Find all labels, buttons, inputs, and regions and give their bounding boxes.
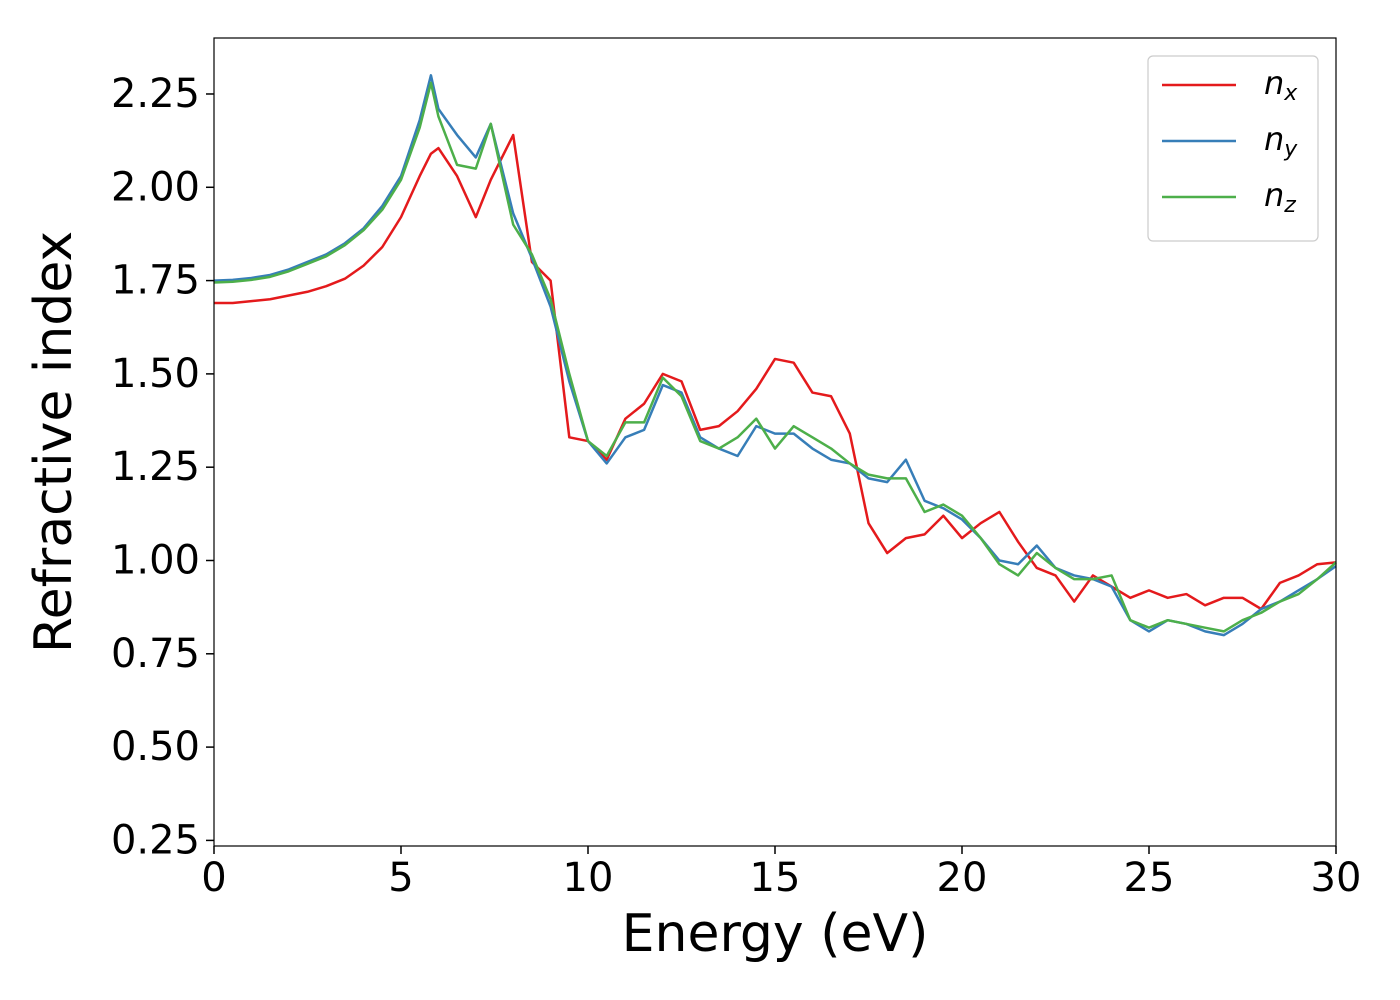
y-tick-label: 1.75 (111, 258, 200, 304)
y-tick-label: 1.25 (111, 444, 200, 490)
legend-label: nx (1264, 64, 1298, 106)
x-tick-label: 15 (750, 855, 801, 901)
legend-subscript: y (1283, 137, 1298, 162)
legend-name: n (1264, 176, 1284, 214)
y-tick-label: 1.00 (111, 537, 200, 583)
y-tick-label: 0.25 (111, 817, 200, 863)
y-tick-label: 2.00 (111, 164, 200, 210)
x-tick-label: 10 (563, 855, 614, 901)
x-tick-label: 0 (201, 855, 226, 901)
y-tick-label: 0.75 (111, 631, 200, 677)
data-line (213, 74, 1337, 637)
y-tick-label: 0.50 (111, 724, 200, 770)
y-tick-label: 2.25 (111, 71, 200, 117)
legend-subscript: z (1283, 193, 1296, 218)
x-tick-label: 20 (937, 855, 988, 901)
legend-label: nz (1264, 176, 1296, 218)
legend-name: n (1264, 120, 1284, 158)
y-tick-label: 1.50 (111, 351, 200, 397)
plot-frame (213, 37, 1337, 847)
legend-box (1147, 55, 1319, 242)
legend-subscript: x (1283, 81, 1298, 106)
y-axis-label: Refractive index (24, 231, 84, 653)
data-line (214, 133, 1337, 611)
legend-label: ny (1264, 120, 1298, 162)
x-axis-label: Energy (eV) (622, 904, 929, 964)
x-tick-label: 25 (1124, 855, 1175, 901)
legend-name: n (1264, 64, 1284, 102)
data-line (213, 81, 1337, 633)
x-tick-label: 5 (388, 855, 413, 901)
x-tick-label: 30 (1311, 855, 1362, 901)
